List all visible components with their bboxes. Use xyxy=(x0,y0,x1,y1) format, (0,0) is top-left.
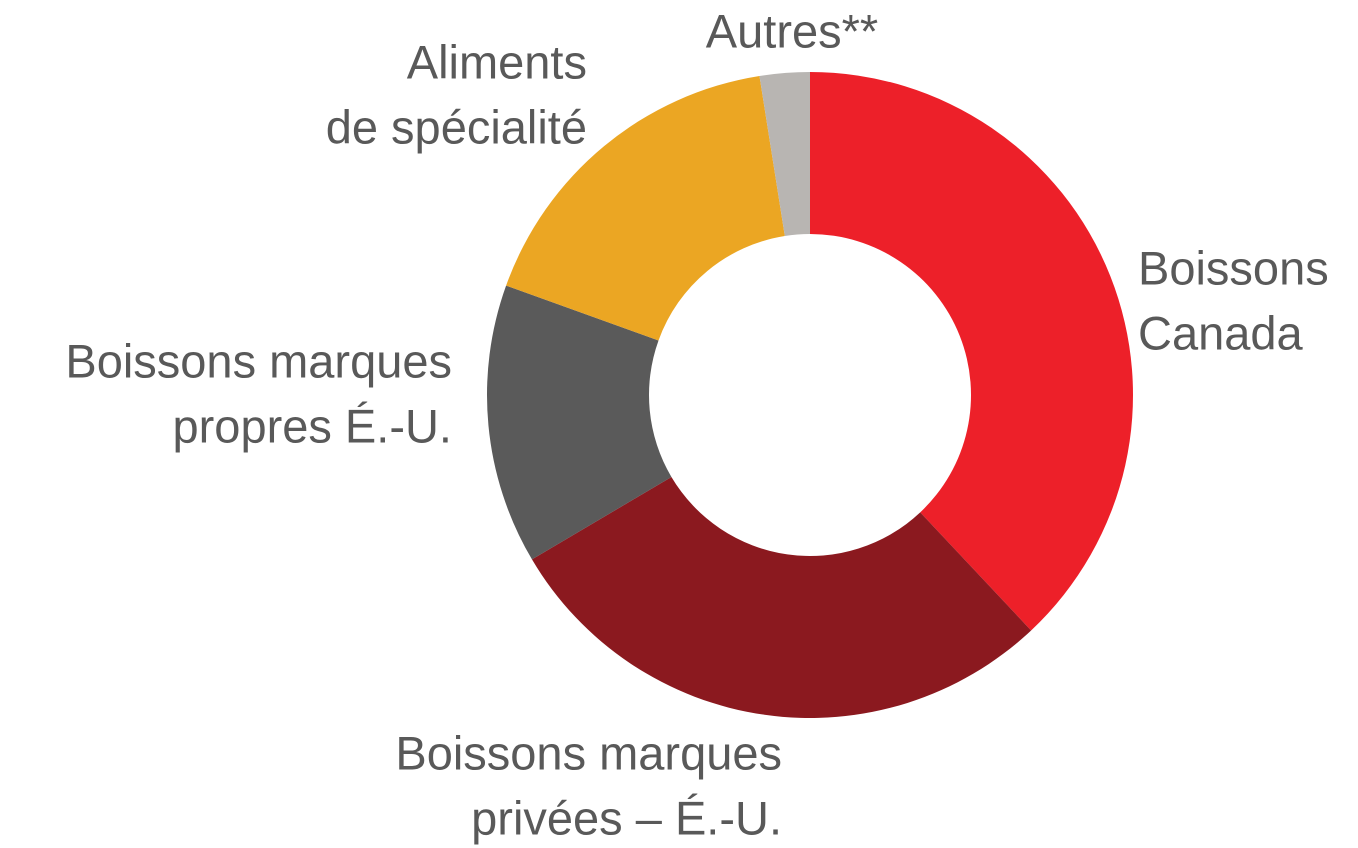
slice-label: Canada xyxy=(1138,306,1303,359)
donut-slice xyxy=(531,476,1032,718)
donut-slice xyxy=(506,75,785,341)
slice-label: de spécialité xyxy=(326,100,587,153)
slice-label: privées – É.-U. xyxy=(471,791,782,844)
donut-slice xyxy=(487,285,672,560)
slice-label: Boissons marques xyxy=(395,726,782,779)
slice-label: Boissons marques xyxy=(65,334,452,387)
donut-slice xyxy=(810,72,1134,631)
donut-slice xyxy=(759,72,810,236)
slice-label: Autres** xyxy=(706,4,878,57)
slice-label: Boissons xyxy=(1138,241,1329,294)
slice-label: propres É.-U. xyxy=(173,399,452,452)
slice-label: Aliments xyxy=(407,35,587,88)
